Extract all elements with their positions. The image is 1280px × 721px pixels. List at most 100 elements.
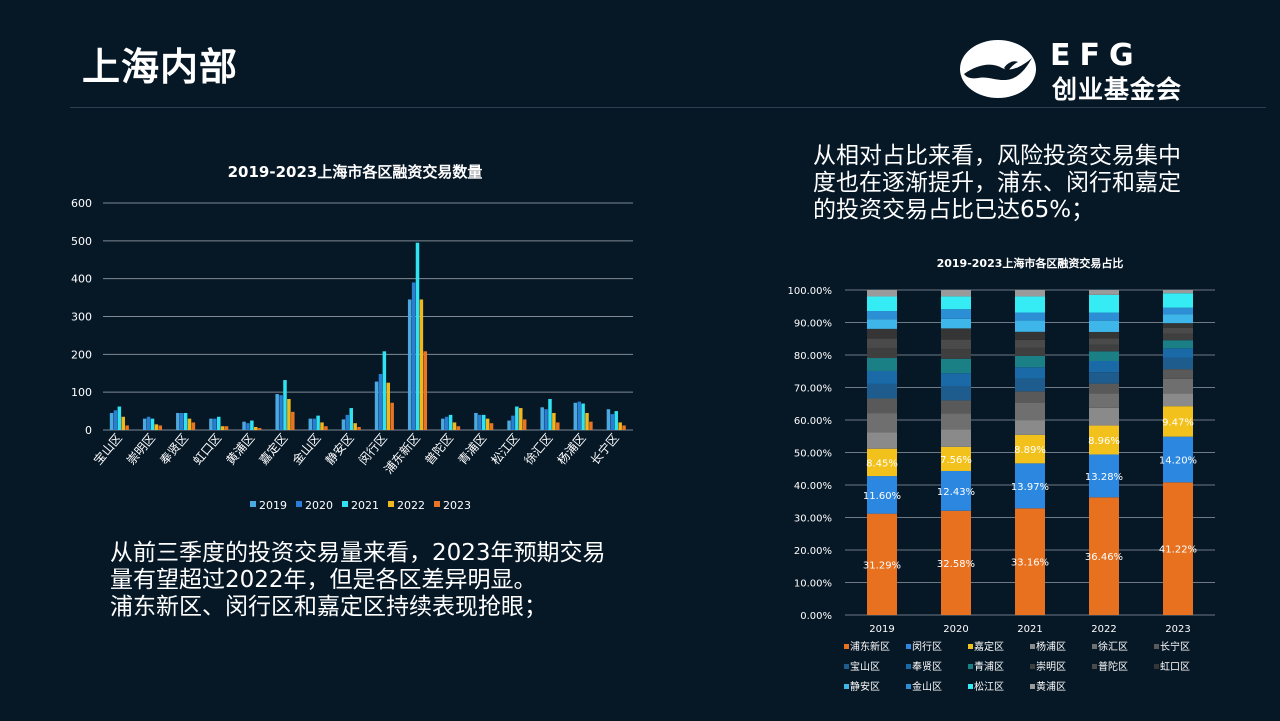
district-deal-count-chart: 2019-2023上海市各区融资交易数量 0 100 200 300 400 500 600 宝… bbox=[71, 163, 633, 512]
bar bbox=[158, 425, 163, 430]
bar bbox=[485, 418, 490, 430]
legend-swatch bbox=[296, 501, 302, 507]
efg-logo: EFG 创业基金会 bbox=[958, 38, 1208, 104]
bar bbox=[581, 403, 585, 430]
stacked-segment bbox=[1015, 402, 1045, 421]
stacked-segment bbox=[1015, 378, 1045, 392]
legend-label: 黄浦区 bbox=[1036, 680, 1066, 693]
legend-label: 松江区 bbox=[974, 680, 1004, 693]
left-text-line: 量有望超过2022年，但是各区差异明显。 bbox=[110, 567, 537, 593]
stacked-segment bbox=[867, 383, 897, 399]
y-tick-label: 200 bbox=[71, 348, 92, 361]
stacked-segment bbox=[1089, 372, 1119, 384]
bar bbox=[374, 381, 379, 430]
bar bbox=[146, 416, 151, 430]
stacked-segment bbox=[1089, 290, 1119, 295]
bar bbox=[515, 406, 519, 430]
x-tick-label: 嘉定区 bbox=[256, 430, 291, 467]
bar bbox=[448, 414, 453, 430]
stacked-segment bbox=[1163, 323, 1193, 328]
bar bbox=[489, 423, 494, 430]
bar bbox=[386, 382, 391, 430]
data-label: 13.28% bbox=[1085, 472, 1123, 483]
legend-label: 虹口区 bbox=[1160, 661, 1190, 673]
stacked-segment bbox=[1089, 393, 1119, 408]
stacked-segment bbox=[1089, 454, 1119, 498]
stacked-segment bbox=[1015, 463, 1045, 509]
y-tick-label: 500 bbox=[71, 235, 92, 248]
legend-swatch bbox=[1154, 644, 1159, 649]
data-label: 8.89% bbox=[1014, 445, 1046, 456]
bar bbox=[183, 412, 188, 430]
stacked-segment bbox=[1089, 320, 1119, 332]
data-label: 8.96% bbox=[1088, 436, 1120, 447]
stacked-segment bbox=[941, 429, 971, 447]
bar bbox=[622, 425, 626, 430]
page-title: 上海内部 bbox=[82, 45, 239, 89]
stacked-segment bbox=[941, 318, 971, 329]
bar bbox=[220, 426, 225, 430]
data-label: 12.43% bbox=[937, 487, 975, 498]
right-text-line: 从相对占比来看，风险投资交易集中 bbox=[813, 143, 1181, 169]
stacked-segment bbox=[1163, 293, 1193, 308]
bar bbox=[209, 418, 213, 430]
stacked-segment bbox=[1015, 367, 1045, 379]
bar bbox=[474, 412, 478, 430]
x-tick-label: 2019 bbox=[869, 624, 894, 635]
data-label: 13.97% bbox=[1011, 482, 1049, 493]
bar bbox=[441, 418, 445, 430]
stacked-segment bbox=[867, 432, 897, 449]
bar bbox=[589, 421, 593, 430]
x-tick-label: 2023 bbox=[1165, 624, 1190, 635]
legend-swatch bbox=[1030, 684, 1035, 689]
x-tick-label: 2022 bbox=[1091, 624, 1116, 635]
y-tick-label: 0 bbox=[85, 424, 92, 437]
x-tick-label: 浦东新区 bbox=[381, 430, 423, 476]
bar bbox=[614, 411, 618, 430]
stacked-segment bbox=[1089, 425, 1119, 455]
x-tick-label: 静安区 bbox=[322, 430, 357, 467]
bar bbox=[246, 423, 250, 430]
stacked-segment bbox=[941, 470, 971, 511]
legend-swatch bbox=[1154, 664, 1159, 669]
bar bbox=[279, 395, 283, 430]
bar bbox=[452, 422, 457, 430]
stacked-segment bbox=[1163, 406, 1193, 437]
bar bbox=[191, 422, 196, 430]
stacked-segment bbox=[941, 385, 971, 401]
y-tick-label: 100.00% bbox=[788, 286, 833, 297]
x-tick-label: 闵行区 bbox=[355, 430, 390, 467]
bar bbox=[382, 351, 387, 430]
bar bbox=[419, 299, 424, 430]
data-label: 9.47% bbox=[1162, 417, 1194, 428]
bar bbox=[357, 426, 361, 430]
stacked-segment bbox=[1015, 339, 1045, 348]
legend-label: 2020 bbox=[305, 499, 333, 512]
bar bbox=[254, 426, 258, 430]
stacked-segment bbox=[1163, 482, 1193, 615]
bar bbox=[378, 374, 383, 430]
bar bbox=[341, 419, 346, 430]
y-tick-label: 50.00% bbox=[794, 449, 832, 460]
chart-title: 2019-2023上海市各区融资交易占比 bbox=[937, 256, 1124, 270]
bar bbox=[606, 409, 611, 430]
legend-label: 宝山区 bbox=[850, 660, 880, 673]
stacked-segment bbox=[1015, 355, 1045, 368]
stacked-segment bbox=[1015, 391, 1045, 403]
bar bbox=[423, 351, 428, 430]
bar bbox=[125, 425, 129, 430]
stacked-segment bbox=[867, 311, 897, 320]
bar bbox=[540, 407, 544, 430]
stacked-segment bbox=[941, 400, 971, 414]
right-text-line: 度也在逐渐提升，浦东、闵行和嘉定 bbox=[813, 170, 1181, 196]
bar bbox=[324, 426, 328, 430]
stacked-segment bbox=[867, 348, 897, 359]
legend-swatch bbox=[844, 644, 849, 649]
legend-label: 浦东新区 bbox=[850, 640, 890, 653]
legend-swatch bbox=[906, 664, 911, 669]
bar bbox=[216, 416, 221, 430]
left-text-line: 浦东新区、闵行区和嘉定区持续表现抢眼； bbox=[110, 594, 547, 620]
bar bbox=[556, 422, 560, 430]
legend-swatch bbox=[906, 644, 911, 649]
stacked-segment bbox=[1163, 369, 1193, 379]
